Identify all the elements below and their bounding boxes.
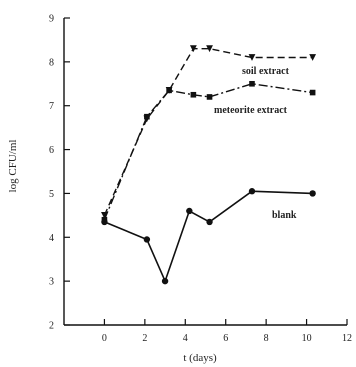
y-tick-label: 4 bbox=[49, 233, 54, 244]
x-tick-label: 8 bbox=[264, 333, 269, 344]
data-point-meteorite-extract bbox=[190, 91, 197, 98]
series-layer bbox=[101, 45, 317, 285]
y-tick-label: 6 bbox=[49, 145, 54, 156]
data-point-meteorite-extract bbox=[166, 87, 172, 94]
series-line-blank bbox=[104, 190, 313, 284]
data-point-blank bbox=[186, 207, 193, 215]
series-label-blank: blank bbox=[272, 210, 297, 221]
data-point-soil-extract bbox=[309, 54, 317, 61]
y-tick-label: 3 bbox=[49, 277, 54, 288]
series-label-soil-extract: soil extract bbox=[242, 66, 290, 77]
x-tick-label: 6 bbox=[223, 333, 228, 344]
x-tick-label: 10 bbox=[302, 333, 312, 344]
y-axis-title: log CFU/ml bbox=[7, 140, 19, 193]
data-point-soil-extract bbox=[101, 211, 108, 219]
data-point-soil-extract bbox=[206, 45, 213, 53]
data-point-soil-extract bbox=[248, 54, 256, 61]
data-point-meteorite-extract bbox=[144, 113, 150, 120]
x-tick-label: 12 bbox=[342, 333, 352, 344]
data-point-meteorite-extract bbox=[309, 89, 316, 96]
data-point-blank bbox=[206, 218, 213, 226]
y-tick-label: 8 bbox=[49, 57, 54, 68]
y-tick-label: 7 bbox=[49, 101, 54, 112]
data-point-blank bbox=[101, 218, 108, 226]
axes: 2 3 4 5 6 7 8 9 0 2 4 6 8 10 12 bbox=[49, 14, 352, 345]
y-tick-label: 5 bbox=[49, 189, 54, 200]
data-point-blank bbox=[309, 190, 316, 197]
x-tick-label: 2 bbox=[142, 333, 147, 344]
y-tick-label: 9 bbox=[49, 14, 54, 25]
data-point-meteorite-extract bbox=[249, 80, 255, 87]
data-point-blank bbox=[143, 236, 151, 243]
data-point-soil-extract bbox=[189, 45, 197, 53]
x-tick-label: 0 bbox=[102, 333, 107, 344]
y-tick-label: 2 bbox=[49, 321, 54, 332]
labels-layer: soil extract meteorite extract blank bbox=[214, 66, 297, 221]
data-point-meteorite-extract bbox=[206, 94, 213, 100]
x-tick-label: 4 bbox=[183, 333, 188, 344]
x-axis-title: t (days) bbox=[183, 352, 217, 364]
series-label-meteorite-extract: meteorite extract bbox=[214, 105, 288, 116]
data-point-blank bbox=[248, 188, 256, 195]
data-point-blank bbox=[161, 277, 169, 285]
